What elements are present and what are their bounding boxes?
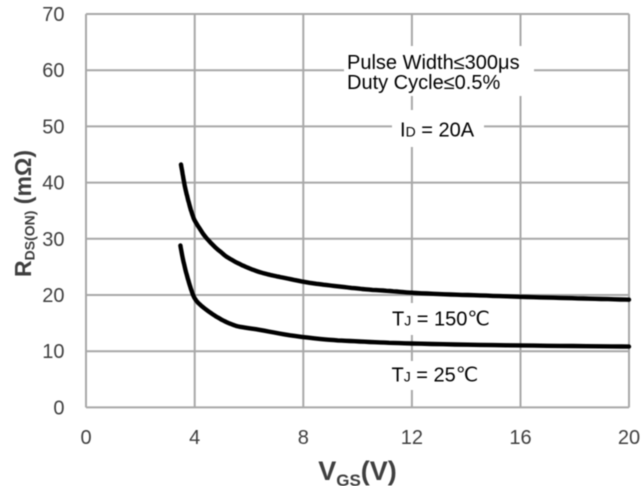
svg-text:20: 20 xyxy=(618,427,640,449)
svg-text:16: 16 xyxy=(509,427,531,449)
svg-text:Pulse Width≤300μs: Pulse Width≤300μs xyxy=(347,52,520,74)
svg-text:10: 10 xyxy=(42,341,64,363)
svg-text:0: 0 xyxy=(53,397,64,419)
svg-text:TJ = 25℃: TJ = 25℃ xyxy=(392,365,479,387)
svg-text:TJ = 150℃: TJ = 150℃ xyxy=(392,309,490,331)
svg-text:30: 30 xyxy=(42,229,64,251)
svg-text:60: 60 xyxy=(42,60,64,82)
svg-text:8: 8 xyxy=(298,427,309,449)
svg-text:0: 0 xyxy=(80,427,91,449)
svg-text:70: 70 xyxy=(42,4,64,26)
svg-text:40: 40 xyxy=(42,173,64,195)
svg-text:4: 4 xyxy=(189,427,200,449)
svg-text:50: 50 xyxy=(42,116,64,138)
svg-text:ID = 20A: ID = 20A xyxy=(400,120,475,142)
svg-text:20: 20 xyxy=(42,285,64,307)
svg-text:Duty Cycle≤0.5%: Duty Cycle≤0.5% xyxy=(347,72,500,94)
svg-text:12: 12 xyxy=(401,427,423,449)
